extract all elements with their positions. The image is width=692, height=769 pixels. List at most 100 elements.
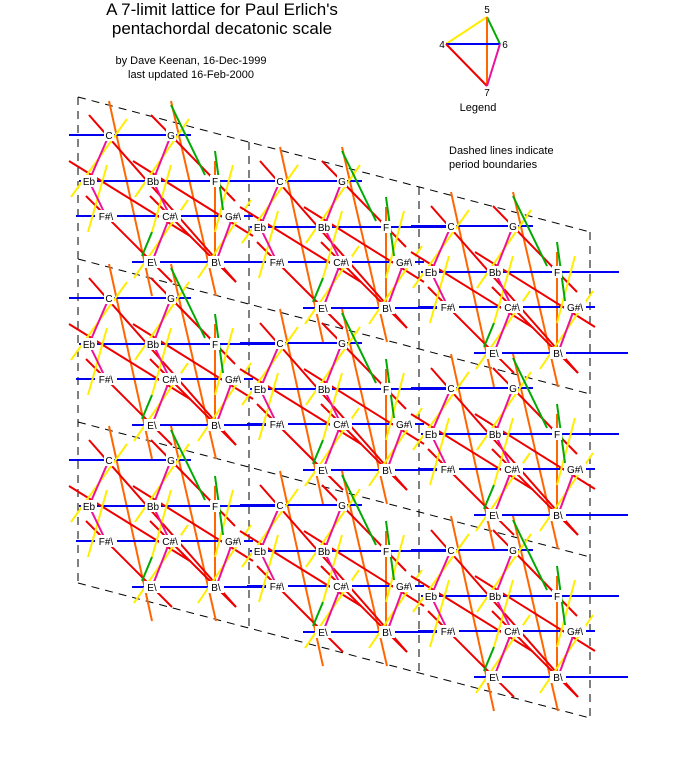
period-boundaries	[77, 96, 591, 719]
period-boundary	[77, 582, 591, 719]
note-label: E\	[318, 466, 328, 477]
note-label: G	[338, 501, 346, 512]
edge-diagonal-down	[68, 160, 191, 237]
note-label: Eb	[83, 177, 96, 188]
note-label: G#\	[225, 212, 241, 223]
note-label: G#\	[396, 258, 412, 269]
note-label-bg	[208, 581, 224, 593]
edge-green	[170, 104, 206, 176]
edge-magenta	[386, 261, 405, 309]
edge-magenta	[259, 504, 281, 552]
note-label: C#\	[162, 375, 178, 386]
note-label-bg	[266, 418, 288, 430]
note-label: G	[509, 384, 517, 395]
note-label: C	[276, 501, 283, 512]
note-label-bg	[316, 221, 332, 233]
note-label-bg	[266, 580, 288, 592]
note-label: Bb	[489, 430, 502, 441]
note-label: F	[383, 223, 389, 234]
edge-magenta	[259, 180, 281, 228]
edge-diagonal-down	[410, 575, 533, 652]
note-label-bg	[552, 266, 562, 278]
edge-magenta	[323, 342, 343, 390]
edge-diagonal-down	[150, 114, 236, 202]
byline: by Dave Keenan, 16-Dec-1999 last updated…	[96, 54, 286, 82]
edge-diagonal-up	[214, 489, 234, 558]
note-label: G	[509, 546, 517, 557]
note-label-bg	[550, 671, 566, 683]
edge-magenta	[557, 630, 576, 678]
note-label-bg	[210, 175, 220, 187]
edge-diagonal-down	[474, 251, 596, 328]
note-label-bg	[508, 382, 518, 394]
note-label-bg	[95, 373, 117, 385]
note-label: E\	[147, 421, 157, 432]
note-label-bg	[316, 545, 332, 557]
edge-diagonal-down	[132, 323, 254, 400]
edge-magenta	[151, 540, 171, 588]
note-label: F#\	[441, 627, 456, 638]
period-boundary	[77, 258, 591, 395]
note-label-bg	[275, 337, 285, 349]
note-label-bg	[252, 383, 268, 395]
note-label-bg	[330, 256, 352, 268]
note-label-bg	[208, 419, 224, 431]
edge-diagonal-down	[492, 205, 578, 293]
note-label-bg	[381, 383, 391, 395]
note-label: C#\	[333, 420, 349, 431]
edge-diagonal-down	[474, 575, 596, 652]
note-label: C#\	[504, 303, 520, 314]
note-label-bg	[552, 428, 562, 440]
edge-magenta	[322, 423, 342, 471]
note-label-bg	[222, 210, 244, 222]
edge-green	[141, 394, 153, 420]
note-label-bg	[550, 509, 566, 521]
note-label-bg	[487, 590, 503, 602]
note-label: Eb	[254, 223, 267, 234]
note-label: G	[509, 222, 517, 233]
note-label-bg	[144, 419, 160, 431]
edge-green	[341, 150, 377, 222]
edge-diagonal-up	[556, 579, 576, 648]
note-label: C#\	[162, 537, 178, 548]
note-label-bg	[379, 626, 395, 638]
note-label-bg	[275, 499, 285, 511]
note-label: F#\	[270, 582, 285, 593]
note-label-bg	[252, 221, 268, 233]
edge-magenta	[494, 549, 514, 597]
note-label-bg	[501, 301, 523, 313]
note-label-bg	[564, 625, 586, 637]
author-date: by Dave Keenan, 16-Dec-1999	[115, 55, 267, 67]
edge-magenta	[430, 225, 452, 273]
note-label-bg	[95, 210, 117, 222]
edge-diagonal-up	[556, 255, 576, 324]
note-label-bg	[275, 175, 285, 187]
note-label: F	[212, 340, 218, 351]
note-label: C	[276, 339, 283, 350]
note-label: Bb	[489, 268, 502, 279]
note-label-bg	[337, 499, 347, 511]
note-label: C#\	[162, 212, 178, 223]
note-label-bg	[159, 210, 181, 222]
note-label: F#\	[270, 258, 285, 269]
edge-green	[170, 429, 206, 501]
note-label: G#\	[567, 627, 583, 638]
note-label: Eb	[254, 385, 267, 396]
note-label-bg	[564, 301, 586, 313]
edge-diagonal-up	[214, 164, 234, 233]
note-label: B\	[211, 258, 221, 269]
note-label: E\	[318, 628, 328, 639]
note-label-bg	[486, 347, 502, 359]
note-label: F	[212, 177, 218, 188]
edge-diagonal-down	[474, 413, 596, 490]
edge-magenta	[493, 630, 513, 678]
note-label: C	[105, 294, 112, 305]
note-label: B\	[553, 349, 563, 360]
note-line-1: Dashed lines indicate	[449, 145, 554, 157]
note-label: G#\	[225, 537, 241, 548]
note-label: G	[167, 294, 175, 305]
edge-diagonal-down	[321, 484, 407, 572]
note-label: E\	[489, 511, 499, 522]
note-label: B\	[382, 466, 392, 477]
edge-diagonal-up	[385, 210, 405, 279]
